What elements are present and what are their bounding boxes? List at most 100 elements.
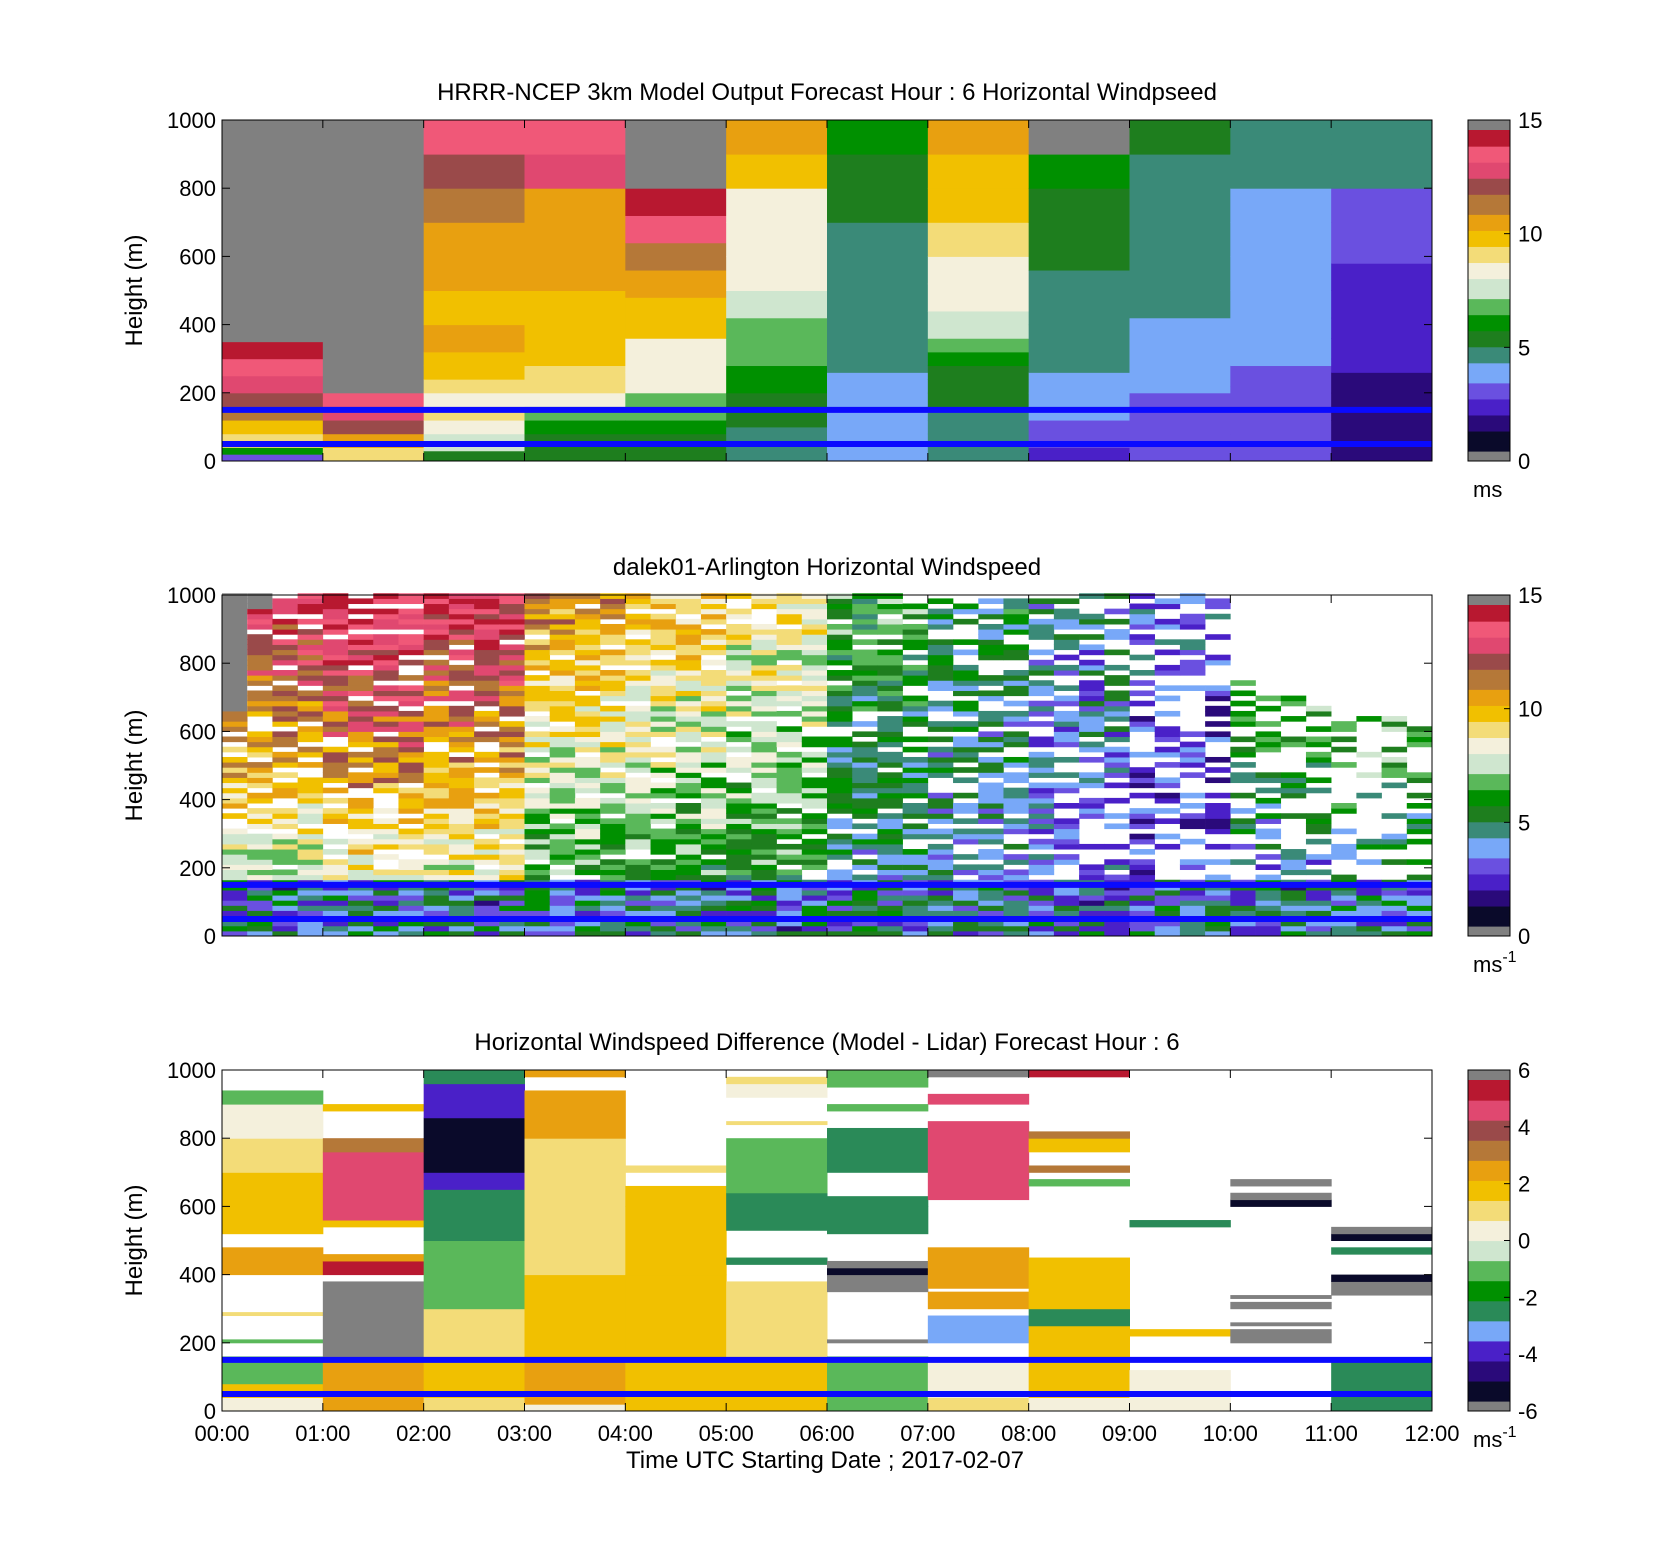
heatmap-cell — [801, 629, 828, 635]
heatmap-cell — [272, 675, 298, 681]
heatmap-cell — [801, 849, 828, 855]
heatmap-cell — [978, 629, 1004, 635]
heatmap-cell — [499, 782, 525, 789]
heatmap-cell — [1205, 705, 1231, 712]
heatmap-cell — [877, 618, 903, 625]
y-tick-label: 600 — [179, 244, 216, 269]
heatmap-cell — [751, 680, 777, 686]
heatmap-cell — [222, 726, 248, 732]
heatmap-cell — [953, 736, 979, 743]
heatmap-cell — [877, 854, 903, 860]
heatmap-cell — [978, 828, 1004, 835]
heatmap-cell — [751, 654, 777, 661]
heatmap-cell — [1356, 838, 1382, 845]
heatmap-cell — [827, 447, 929, 462]
heatmap-cell — [650, 705, 677, 712]
heatmap-cell — [1028, 222, 1130, 271]
heatmap-cell — [827, 925, 853, 932]
heatmap-cell — [247, 654, 273, 661]
heatmap-cell — [272, 930, 298, 937]
heatmap-cell — [398, 859, 424, 865]
heatmap-cell — [549, 598, 576, 605]
heatmap-cell — [247, 608, 273, 615]
heatmap-cell — [1154, 746, 1181, 753]
heatmap-cell — [650, 808, 677, 814]
heatmap-cell — [600, 695, 626, 702]
heatmap-cell — [600, 603, 626, 610]
colorbar-segment — [1468, 406, 1510, 412]
heatmap-cell — [524, 598, 551, 605]
heatmap-cell — [524, 741, 551, 748]
heatmap-cell — [499, 593, 525, 599]
heatmap-cell — [474, 930, 500, 937]
heatmap-cell — [675, 751, 702, 758]
heatmap-cell — [1129, 613, 1156, 620]
heatmap-cell — [1230, 290, 1332, 339]
heatmap-cell — [1079, 869, 1105, 876]
heatmap-cell — [927, 920, 954, 927]
heatmap-cell — [272, 603, 298, 610]
heatmap-cell — [524, 623, 551, 630]
heatmap-cell — [1053, 644, 1080, 651]
heatmap-cell — [776, 787, 803, 794]
heatmap-cell — [574, 608, 601, 615]
colorbar-segment — [1468, 378, 1510, 384]
heatmap-cell — [1053, 782, 1080, 789]
heatmap-cell — [978, 710, 1004, 717]
x-tick-label: 05:00 — [699, 1421, 754, 1446]
heatmap-cell — [978, 690, 1004, 697]
heatmap-cell — [827, 751, 853, 758]
colorbar-segment — [1468, 138, 1510, 143]
heatmap-cell — [1331, 762, 1357, 768]
heatmap-cell — [625, 813, 651, 819]
heatmap-cell — [373, 874, 399, 881]
heatmap-cell — [877, 726, 903, 732]
heatmap-cell — [1280, 889, 1307, 896]
heatmap-cell — [700, 900, 727, 906]
heatmap-cell — [222, 392, 324, 407]
heatmap-cell — [448, 849, 475, 855]
heatmap-cell — [1205, 613, 1231, 620]
heatmap-cell — [574, 623, 601, 630]
heatmap-cell — [675, 925, 702, 932]
colorbar-segment — [1468, 841, 1510, 847]
heatmap-cell — [1230, 900, 1256, 906]
heatmap-cell — [1028, 828, 1055, 835]
heatmap-cell — [322, 1260, 425, 1276]
heatmap-cell — [222, 659, 248, 666]
heatmap-cell — [1331, 895, 1357, 901]
heatmap-cell — [373, 654, 399, 661]
heatmap-cell — [398, 772, 424, 778]
heatmap-cell — [297, 864, 324, 871]
heatmap-cell — [373, 777, 399, 784]
heatmap-cell — [877, 721, 903, 727]
heatmap-cell — [600, 808, 626, 814]
heatmap-cell — [272, 843, 298, 850]
heatmap-cell — [1406, 889, 1433, 896]
heatmap-cell — [801, 593, 828, 599]
heatmap-cell — [1129, 654, 1156, 661]
heatmap-cell — [398, 864, 424, 871]
heatmap-cell — [1079, 705, 1105, 712]
heatmap-cell — [600, 895, 626, 901]
heatmap-cell — [322, 1254, 425, 1262]
heatmap-cell — [423, 1138, 525, 1173]
heatmap-cell — [474, 925, 500, 932]
heatmap-cell — [978, 838, 1004, 845]
heatmap-cell — [1129, 433, 1231, 462]
heatmap-cell — [751, 874, 777, 881]
colorbar-segment — [1468, 442, 1510, 448]
heatmap-cell — [751, 603, 777, 610]
heatmap-cell — [423, 813, 450, 819]
heatmap-cell — [348, 608, 374, 615]
heatmap-cell — [524, 716, 551, 722]
heatmap-cell — [776, 869, 803, 876]
heatmap-cell — [574, 593, 601, 599]
heatmap-cell — [1079, 746, 1105, 753]
heatmap-cell — [574, 613, 601, 620]
colorbar-segment — [1468, 266, 1510, 272]
heatmap-cell — [751, 833, 777, 840]
heatmap-cell — [953, 726, 979, 732]
heatmap-cell — [1129, 420, 1231, 435]
heatmap-cell — [272, 690, 298, 697]
